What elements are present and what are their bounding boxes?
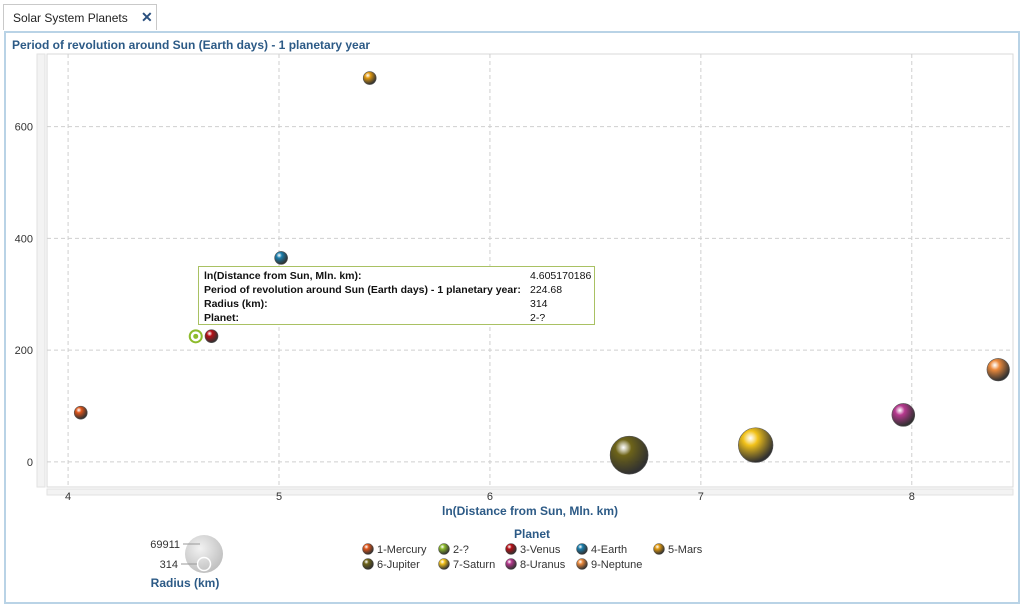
legend-marker <box>505 558 517 570</box>
x-axis-scroll-strip <box>46 488 1014 496</box>
tab-solar-system-planets[interactable]: Solar System Planets ✕ <box>3 4 157 30</box>
data-point-jupiter <box>609 435 649 475</box>
chart-title: Period of revolution around Sun (Earth d… <box>12 38 371 52</box>
x-tick-label: 8 <box>909 491 915 503</box>
x-tick-label: 6 <box>487 491 493 503</box>
legend-marker <box>362 558 374 570</box>
size-legend-min-label: 314 <box>160 559 178 571</box>
x-axis-label: ln(Distance from Sun, Mln. km) <box>442 504 618 518</box>
x-tick-label: 5 <box>276 491 282 503</box>
legend-label: 8-Uranus <box>520 559 566 571</box>
data-point-earth <box>274 251 288 265</box>
tooltip-row: Planet: 2-? <box>204 312 545 325</box>
size-legend-max-circle <box>185 535 223 573</box>
tooltip-key: ln(Distance from Sun, Mln. km): <box>204 270 362 282</box>
y-tick-label: 400 <box>15 233 33 245</box>
data-point-mars <box>362 71 377 85</box>
legend-marker <box>438 543 450 555</box>
tooltip-row: ln(Distance from Sun, Mln. km): 4.605170… <box>204 270 591 283</box>
y-tick-label: 0 <box>27 457 33 469</box>
legend-marker <box>576 543 588 555</box>
tab-bar: Solar System Planets ✕ <box>0 0 1024 31</box>
data-point-mercury <box>73 405 88 420</box>
data-point-uranus <box>891 403 916 427</box>
size-legend-min-circle <box>196 556 212 572</box>
size-legend-title: Radius (km) <box>151 576 220 590</box>
legend-label: 1-Mercury <box>377 544 427 556</box>
data-tooltip: ln(Distance from Sun, Mln. km): 4.605170… <box>198 266 595 325</box>
tooltip-row: Period of revolution around Sun (Earth d… <box>204 284 562 297</box>
data-point-2-core <box>193 333 199 339</box>
y-tick-label: 600 <box>15 122 33 134</box>
legend-label: 2-? <box>453 544 469 556</box>
tooltip-value: 4.605170186 <box>530 270 592 282</box>
legend-title: Planet <box>514 527 550 541</box>
legend-label: 9-Neptune <box>591 559 642 571</box>
data-point-saturn <box>738 427 774 463</box>
tab-label: Solar System Planets <box>13 11 128 25</box>
data-point-venus <box>204 329 219 343</box>
y-axis-scroll-strip <box>36 53 46 488</box>
x-tick-label: 7 <box>698 491 704 503</box>
data-point-neptune <box>986 358 1010 382</box>
tooltip-key: Period of revolution around Sun (Earth d… <box>204 284 521 296</box>
close-icon[interactable]: ✕ <box>141 9 153 25</box>
legend-label: 6-Jupiter <box>377 559 420 571</box>
tooltip-value: 314 <box>530 298 548 310</box>
tooltip-key: Radius (km): <box>204 298 268 310</box>
size-legend-max-label: 69911 <box>150 539 180 551</box>
legend-marker <box>438 558 450 570</box>
legend-label: 5-Mars <box>668 544 703 556</box>
legend-marker <box>576 558 588 570</box>
legend-marker <box>362 543 374 555</box>
tooltip-value: 224.68 <box>530 284 563 296</box>
legend-label: 7-Saturn <box>453 559 495 571</box>
legend-label: 3-Venus <box>520 544 561 556</box>
tooltip-value: 2-? <box>530 312 546 324</box>
legend-label: 4-Earth <box>591 544 627 556</box>
x-tick-label: 4 <box>65 491 71 503</box>
tooltip-row: Radius (km): 314 <box>204 298 548 311</box>
legend-marker <box>505 543 517 555</box>
legend-marker <box>653 543 665 555</box>
tooltip-key: Planet: <box>204 312 240 324</box>
y-tick-label: 200 <box>15 345 33 357</box>
